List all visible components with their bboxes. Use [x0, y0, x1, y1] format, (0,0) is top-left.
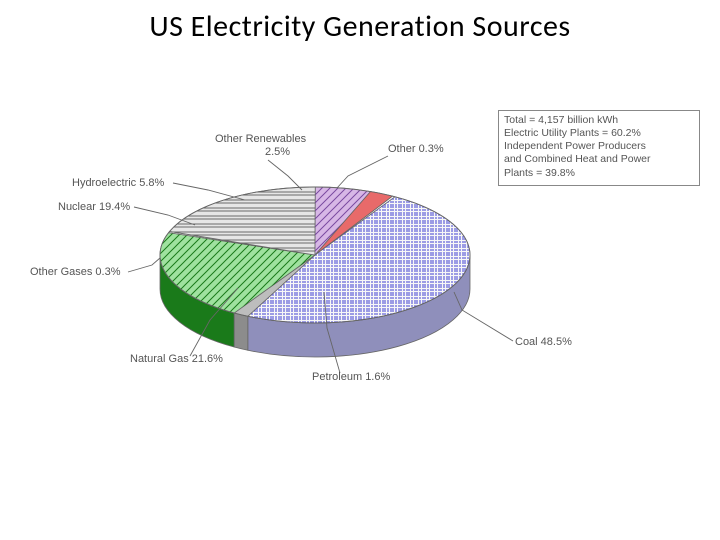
label-petroleum: Petroleum 1.6% [312, 371, 390, 383]
label-coal: Coal 48.5% [515, 336, 572, 348]
label-other_renew: Other Renewables [215, 133, 307, 145]
label-other_renew-line2: 2.5% [265, 146, 290, 158]
leader-other [337, 156, 388, 188]
leader-hydro [173, 183, 245, 200]
pie-side-petroleum [234, 313, 248, 350]
label-other_gases: Other Gases 0.3% [30, 266, 121, 278]
label-other: Other 0.3% [388, 143, 444, 155]
label-hydro: Hydroelectric 5.8% [72, 177, 165, 189]
leader-other_gases [128, 258, 160, 272]
label-natural_gas: Natural Gas 21.6% [130, 353, 223, 365]
leader-other_renew [268, 160, 302, 190]
label-nuclear: Nuclear 19.4% [58, 201, 130, 213]
pie-chart: Other 0.3% Coal 48.5% Petroleum 1.6% Natura… [40, 110, 680, 440]
page-title: US Electricity Generation Sources [0, 8, 720, 45]
